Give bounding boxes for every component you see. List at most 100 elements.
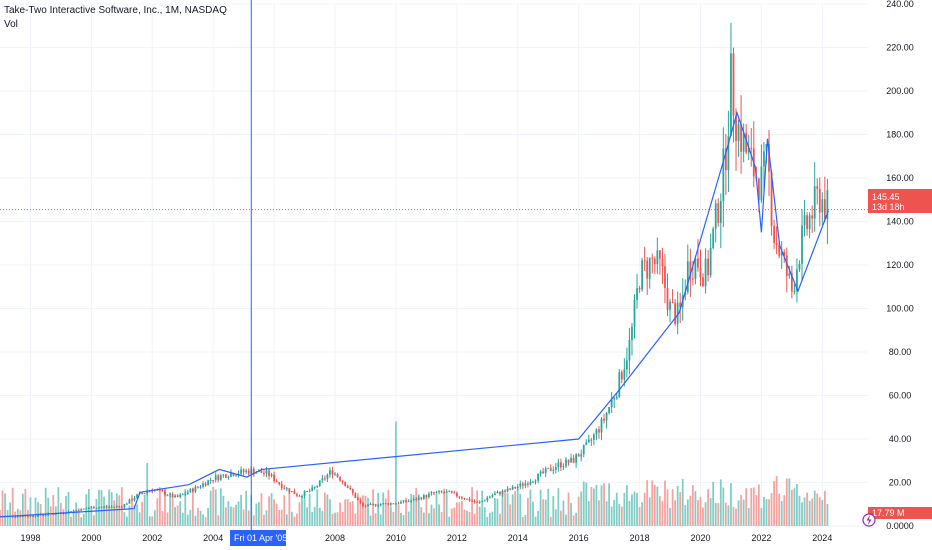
candle-body [605, 412, 608, 421]
candle-body [214, 475, 217, 481]
candle-body [174, 495, 177, 498]
volume-bar [552, 496, 555, 526]
candle-body [197, 486, 199, 488]
candle-body [156, 489, 159, 491]
candle-body [534, 480, 537, 482]
volume-bar [577, 496, 580, 526]
volume-bar [428, 513, 430, 526]
volume-bar [521, 516, 524, 526]
volume-bar [123, 512, 126, 526]
candle-body [166, 495, 169, 497]
y-tick-label: 0.0000 [886, 521, 914, 531]
volume-bar [80, 517, 83, 526]
x-tick-label: 2000 [81, 533, 101, 543]
volume-bar [620, 506, 623, 526]
candle-body [415, 499, 418, 501]
candle-body [80, 508, 83, 511]
volume-bar [47, 497, 50, 526]
candle-body [362, 503, 364, 507]
trendline[interactable] [0, 110, 829, 518]
candle-body [486, 497, 489, 501]
candle-body [613, 398, 616, 400]
volume-bar [534, 516, 537, 526]
volume-bar [166, 512, 169, 526]
candle-body [301, 495, 303, 497]
volume-bar [169, 495, 171, 526]
volume-bar [356, 493, 359, 526]
volume-bar [138, 512, 141, 526]
candle-body [636, 288, 638, 300]
candle-body [646, 260, 649, 279]
candle-body [379, 504, 382, 506]
volume-bar [197, 507, 199, 526]
alert-button[interactable] [862, 513, 876, 527]
candle-body [369, 503, 372, 505]
volume-bar [818, 497, 821, 526]
volume-bar [273, 499, 275, 526]
volume-bar [392, 511, 395, 526]
volume-bar [516, 488, 519, 526]
y-axis[interactable]: 0.0000 20.00 40.00 60.00 80.00 100.00 120.00 14… [886, 0, 914, 531]
volume-bar [669, 508, 671, 526]
candle-body [610, 399, 613, 408]
candle-body [105, 506, 108, 508]
candle-body [491, 495, 494, 497]
candle-body [737, 124, 740, 141]
volume-bar [590, 486, 593, 526]
volume-bar [290, 511, 293, 526]
volume-bar [42, 513, 45, 526]
y-tick-label: 240.00 [886, 0, 914, 9]
candle-body [585, 442, 588, 446]
candle-body [590, 439, 593, 441]
candle-body [435, 492, 438, 494]
volume-bar [582, 481, 585, 526]
volume-bar [626, 485, 628, 526]
candle-body [242, 469, 245, 473]
candle-body [658, 250, 661, 259]
candle-body [816, 186, 819, 189]
candle-body [798, 263, 801, 270]
candle-body [164, 491, 166, 496]
candle-body [560, 462, 562, 468]
candle-body [37, 514, 39, 517]
candle-body [296, 494, 298, 496]
volume-indicator-label[interactable]: Vol [4, 19, 18, 30]
volume-bar [131, 494, 133, 526]
volume-bar [750, 488, 753, 526]
candle-body [521, 483, 524, 486]
volume-bar [537, 510, 539, 526]
volume-bar [189, 509, 192, 526]
candle-body [159, 489, 161, 491]
candle-body [75, 510, 78, 512]
candle-body [21, 515, 24, 517]
volume-bar [717, 503, 720, 526]
candle-body [783, 251, 786, 256]
volume-bar [4, 493, 6, 526]
volume-bar [745, 488, 748, 526]
candle-body [450, 490, 453, 493]
volume-bar [730, 483, 732, 526]
volume-bar [740, 494, 742, 526]
candle-body [773, 226, 775, 243]
symbol-title[interactable]: Take-Two Interactive Software, Inc., 1M,… [4, 5, 227, 16]
candle-body [552, 469, 555, 471]
volume-bar [341, 511, 344, 526]
volume-bar [176, 505, 179, 526]
volume-bar [595, 484, 598, 526]
candle-body [224, 474, 227, 478]
volume-bar [803, 497, 806, 526]
volume-bar [565, 514, 567, 526]
volume-bar [263, 514, 265, 526]
volume-bar [339, 502, 341, 526]
volume-bar [260, 493, 263, 526]
y-tick-label: 80.00 [889, 347, 912, 357]
volume-bar [722, 487, 725, 526]
volume-bar [544, 499, 547, 526]
volume-bar [293, 516, 296, 526]
candle-body [504, 490, 506, 492]
volume-bar [628, 501, 631, 526]
volume-bar [699, 496, 702, 526]
x-axis[interactable]: 1998200020022004200620082010201220142016… [20, 533, 832, 543]
volume-bar [298, 502, 301, 526]
